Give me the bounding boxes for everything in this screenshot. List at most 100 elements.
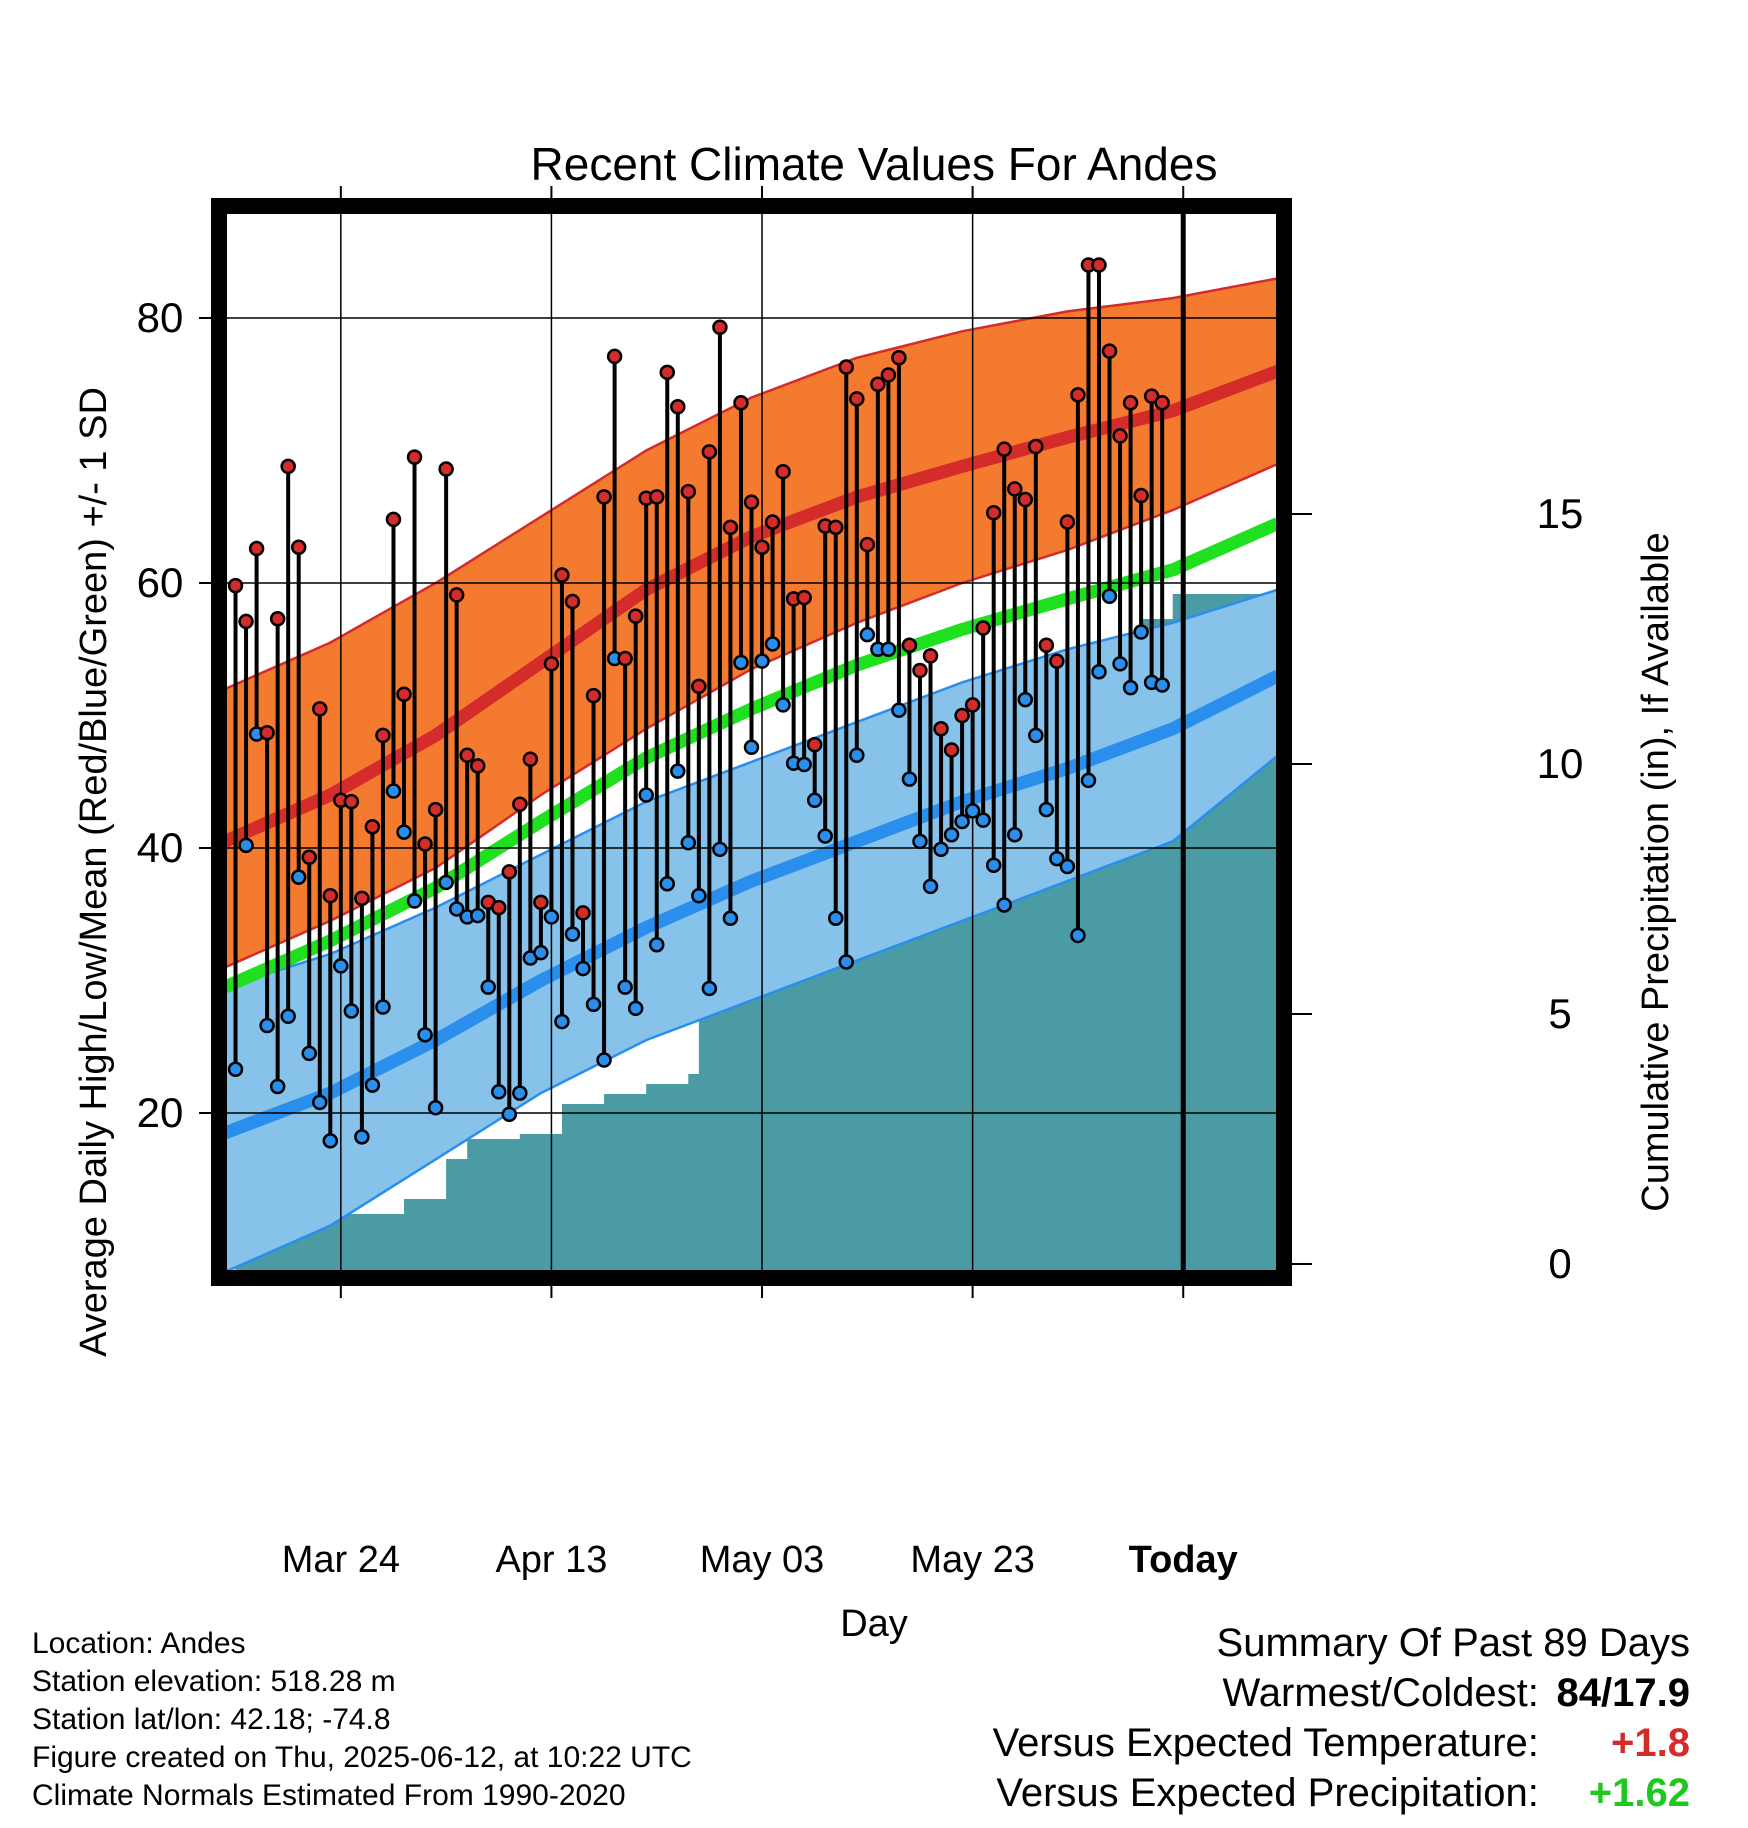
daily-low-point	[617, 979, 633, 995]
daily-low-point	[659, 876, 676, 892]
daily-low-point	[269, 1078, 286, 1095]
daily-high-point	[438, 461, 454, 477]
daily-low-point	[1017, 691, 1034, 708]
daily-low-point	[238, 837, 254, 854]
y-tick-label: 20	[137, 1089, 184, 1136]
daily-low-point	[280, 1008, 296, 1025]
daily-low-point	[680, 834, 697, 851]
daily-low-point	[1133, 624, 1149, 640]
daily-low-point	[1070, 927, 1086, 944]
daily-high-point	[427, 801, 444, 818]
daily-high-point	[269, 611, 286, 627]
daily-high-point	[512, 796, 528, 813]
daily-high-point	[775, 463, 791, 480]
daily-high-point	[722, 519, 739, 536]
low-band-lower-line	[225, 754, 1278, 1272]
daily-high-point	[606, 348, 623, 365]
daily-low-point	[354, 1129, 370, 1145]
daily-low-point	[1091, 664, 1107, 680]
daily-low-point	[1038, 801, 1055, 818]
daily-high-point	[417, 836, 433, 852]
daily-high-point	[743, 494, 760, 510]
daily-low-point	[1007, 827, 1023, 843]
daily-low-point	[469, 907, 486, 924]
daily-high-point	[491, 899, 507, 916]
daily-low-point	[859, 626, 876, 643]
normals-text: Climate Normals Estimated From 1990-2020	[32, 1779, 626, 1812]
daily-high-point	[827, 519, 844, 536]
daily-high-point	[891, 350, 907, 366]
daily-low-point	[406, 893, 423, 909]
daily-high-point	[996, 441, 1012, 457]
axes: 20 40 60 80 Mar 24 Apr 13 May 03 May 23 Today 0 5 1…	[137, 186, 1584, 1581]
daily-high-point	[343, 793, 360, 810]
y2-tick-label: 15	[1537, 490, 1584, 537]
daily-high-point	[385, 511, 402, 528]
daily-low-point	[1122, 679, 1139, 696]
daily-low-point	[385, 783, 402, 799]
daily-low-point	[743, 739, 760, 756]
daily-high-point	[1112, 428, 1128, 444]
daily-low-point	[754, 653, 770, 669]
daily-high-point	[322, 887, 339, 904]
daily-low-point	[596, 1052, 612, 1068]
daily-high-point	[933, 721, 949, 737]
daily-low-point	[912, 833, 928, 850]
location-text: Location: Andes	[32, 1627, 246, 1660]
daily-low-point	[312, 1094, 328, 1111]
daily-low-point	[943, 827, 960, 843]
elevation-text: Station elevation: 518.28 m	[32, 1665, 396, 1698]
x-axis-title: Day	[840, 1603, 908, 1645]
daily-high-point	[922, 648, 939, 664]
daily-high-point	[501, 864, 518, 880]
daily-high-point	[469, 758, 486, 774]
daily-high-point	[280, 458, 296, 475]
y-tick-label: 40	[137, 824, 184, 871]
daily-high-point	[870, 376, 886, 392]
daily-high-point	[838, 359, 855, 375]
precip-row: Versus Expected Precipitation: +1.62	[993, 1768, 1690, 1818]
summary-panel: Summary Of Past 89 Days Warmest/Coldest:…	[993, 1618, 1690, 1818]
daily-low-point	[975, 812, 991, 828]
daily-high-point	[912, 662, 928, 679]
daily-high-point	[533, 894, 549, 911]
daily-low-point	[638, 787, 654, 803]
daily-high-point	[1028, 438, 1044, 455]
period-label-unit: Days	[1189, 1419, 1275, 1460]
daily-low-point	[427, 1099, 444, 1116]
daily-low-point	[775, 697, 791, 713]
daily-high-point	[1070, 387, 1086, 403]
daily-high-point	[901, 637, 918, 654]
y-axis-title: Average Daily High/Low/Mean (Red/Blue/Gr…	[73, 387, 115, 1357]
daily-high-point	[859, 536, 876, 553]
precip-label: Versus Expected Precipitation:	[996, 1771, 1539, 1815]
daily-high-point	[248, 540, 265, 557]
period-label-number: 90	[1189, 1377, 1229, 1418]
daily-high-point	[396, 686, 412, 703]
daily-high-point	[1038, 637, 1055, 654]
daily-low-point	[1059, 858, 1076, 875]
daily-low-point	[480, 979, 496, 995]
daily-low-point	[817, 828, 833, 844]
daily-high-point	[964, 697, 981, 713]
daily-high-point	[1122, 395, 1139, 411]
daily-high-point	[1101, 343, 1118, 359]
daily-high-point	[701, 444, 718, 460]
daily-high-point	[259, 724, 275, 741]
period-label: 90 Days	[1189, 1377, 1275, 1460]
daily-low-point	[564, 926, 581, 942]
daily-high-point	[1007, 481, 1023, 497]
y-tick-label: 60	[137, 559, 184, 606]
daily-high-point	[543, 656, 560, 672]
x-tick-label: May 23	[910, 1539, 1035, 1581]
daily-high-point	[522, 751, 539, 767]
daily-high-point	[301, 849, 317, 866]
daily-low-point	[964, 803, 981, 819]
daily-high-point	[596, 489, 612, 505]
y-tick-label: 80	[137, 294, 184, 341]
daily-high-point	[1017, 491, 1034, 508]
warmest-row: Warmest/Coldest: 84/17.9	[993, 1668, 1691, 1718]
daily-low-point	[322, 1133, 339, 1149]
daily-low-point	[512, 1085, 528, 1101]
daily-low-point	[880, 641, 897, 657]
